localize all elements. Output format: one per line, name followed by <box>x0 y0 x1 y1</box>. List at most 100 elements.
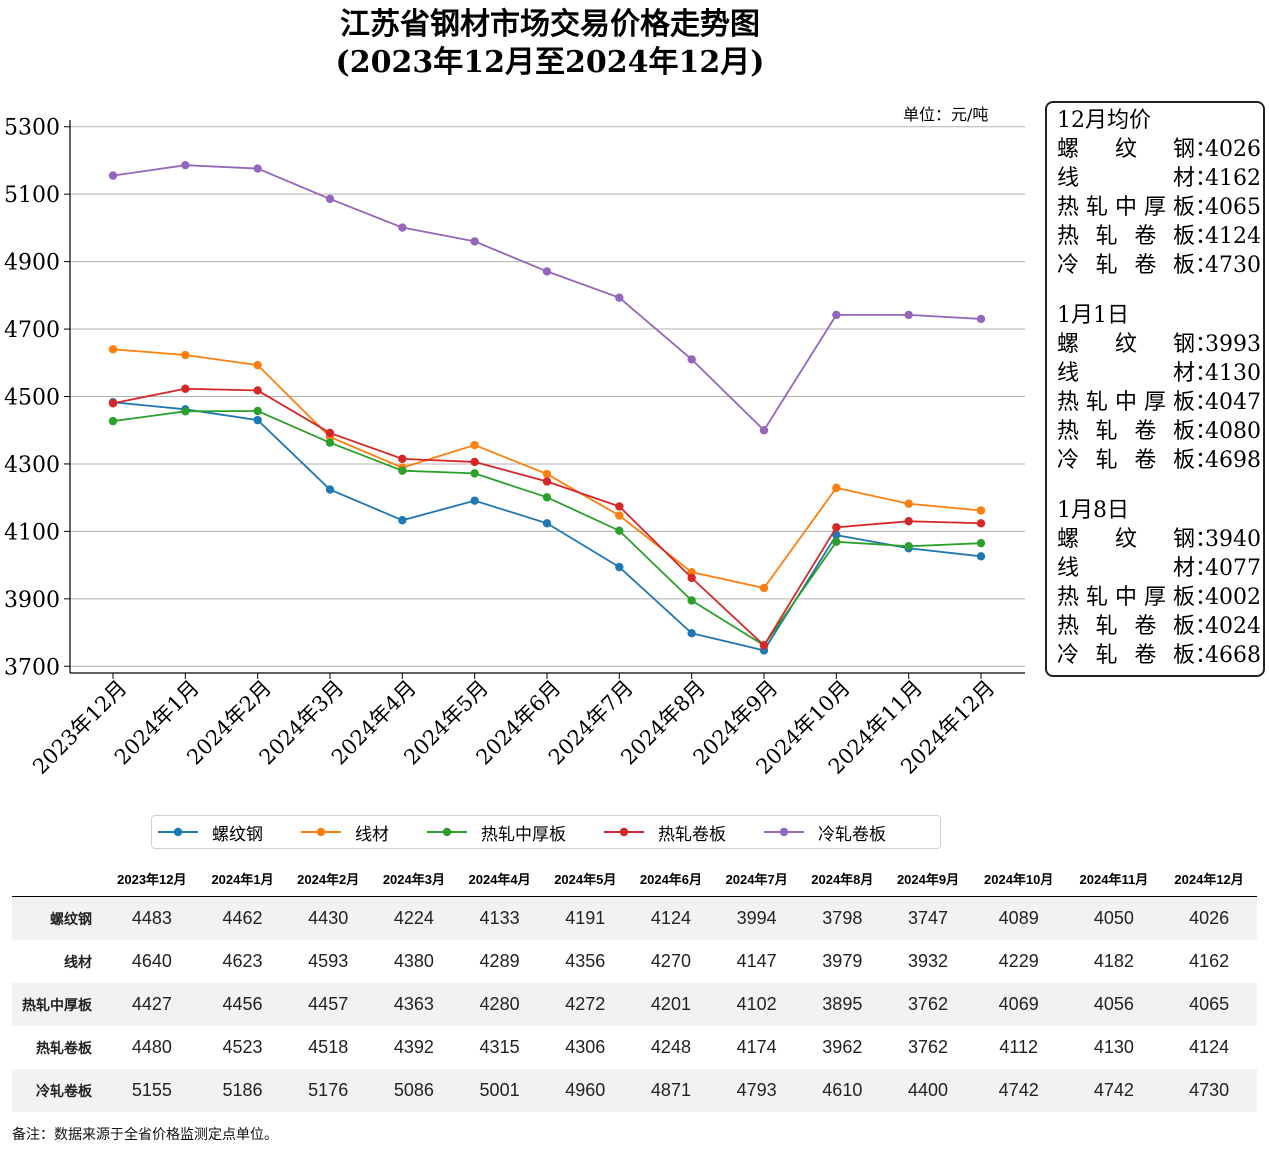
table-cell: 5176 <box>285 1069 372 1112</box>
data-point <box>832 530 841 540</box>
info-row-value: 4065 <box>1205 195 1261 220</box>
data-point <box>181 407 190 416</box>
table-corner-cell <box>12 860 104 897</box>
table-cell: 4089 <box>970 896 1067 940</box>
legend-label: 螺纹钢 <box>212 824 263 845</box>
table-cell: 4229 <box>998 951 1039 971</box>
table-cell: 3762 <box>885 983 971 1026</box>
table-cell: 4392 <box>393 1037 434 1057</box>
data-point <box>470 440 479 450</box>
table-column-header: 2024年1月 <box>199 860 286 897</box>
info-row-label: 热轧卷板 <box>1057 224 1195 249</box>
info-row-label: 螺纹钢 <box>1057 137 1195 162</box>
table-row: 冷轧卷板 5155 5186 5176 5086 5001 4960 4871 4793 4610… <box>12 1069 1257 1112</box>
table-cell: 5186 <box>199 1069 286 1112</box>
table-cell: 4065 <box>1161 983 1257 1026</box>
table-cell: 4112 <box>999 1037 1039 1057</box>
table-cell: 4162 <box>1189 951 1230 971</box>
table-column-header: 2024年3月 <box>371 860 457 897</box>
info-row-value: 4730 <box>1205 253 1261 278</box>
table-cell: 4056 <box>1066 983 1162 1026</box>
data-point <box>542 267 552 276</box>
data-point <box>470 496 479 505</box>
info-row-label: 热轧中厚板 <box>1057 390 1195 415</box>
data-point <box>470 469 479 478</box>
info-row: 螺纹钢： 3940 <box>1057 525 1263 554</box>
series-line <box>112 410 982 647</box>
data-point <box>976 519 986 528</box>
legend-swatch <box>427 827 467 837</box>
table-header-row: 2023年12月 2024年1月 2024年2月 2024年3月 2024年4月 2024… <box>12 860 1257 897</box>
table-cell: 4133 <box>456 896 543 940</box>
table-cell: 4248 <box>650 1037 691 1057</box>
info-group-heading: 1月1日 <box>1057 303 1129 328</box>
info-row-colon: ： <box>1195 643 1218 668</box>
table-cell: 4130 <box>1093 1037 1134 1057</box>
table-cell: 4640 <box>131 951 172 971</box>
series-line <box>112 387 982 647</box>
data-point <box>325 438 335 447</box>
info-row-colon: ： <box>1195 448 1218 473</box>
table-cell: 3979 <box>822 951 863 971</box>
info-row: 螺纹钢： 3993 <box>1057 330 1263 359</box>
table-column-header: 2024年10月 <box>970 860 1067 897</box>
data-point <box>253 164 262 173</box>
info-row-colon: ： <box>1195 332 1218 357</box>
data-point <box>687 355 696 364</box>
data-point <box>832 310 841 320</box>
legend-label: 冷轧卷板 <box>818 824 886 845</box>
footnote: 备注：数据来源于全省价格监测定点单位。 <box>12 1127 278 1143</box>
info-row-colon: ： <box>1195 556 1218 581</box>
table-cell: 3747 <box>885 896 971 940</box>
info-row-value: 4162 <box>1205 166 1261 191</box>
data-point <box>759 641 769 650</box>
data-point <box>832 523 841 532</box>
legend-swatch <box>158 827 198 837</box>
data-point <box>687 629 696 638</box>
table-row: 线材 4640 4623 4593 4380 4289 4356 4270 4147 3979 39… <box>12 940 1257 983</box>
info-row: 冷轧卷板： 4730 <box>1057 251 1263 280</box>
data-point <box>687 573 696 583</box>
table-cell: 4427 <box>104 983 200 1026</box>
x-tick-label: 2023年12月 <box>28 676 131 779</box>
table-cell: 4050 <box>1066 896 1162 940</box>
table-column-header: 2024年12月 <box>1161 860 1257 897</box>
info-row-label: 冷轧卷板 <box>1057 253 1195 278</box>
info-row-label: 热轧中厚板 <box>1057 585 1195 610</box>
table-row-label: 线材 <box>64 953 92 970</box>
info-row: 热轧中厚板： 4047 <box>1057 388 1263 417</box>
info-row-colon: ： <box>1195 195 1218 220</box>
info-row: 线材： 4077 <box>1057 554 1263 583</box>
data-point <box>398 516 407 525</box>
table-cell: 4270 <box>650 951 691 971</box>
data-point <box>398 223 407 232</box>
info-row-label: 螺纹钢 <box>1057 527 1195 552</box>
data-point <box>542 469 552 479</box>
table-column-header: 2024年6月 <box>628 860 714 897</box>
data-point <box>832 537 841 547</box>
data-point <box>904 517 913 526</box>
data-point <box>470 457 479 467</box>
table-cell: 4523 <box>222 1037 263 1057</box>
legend-item: 线材 <box>301 820 389 845</box>
info-row-colon: ： <box>1195 419 1218 444</box>
info-row: 热轧卷板： 4024 <box>1057 612 1263 641</box>
legend-swatch <box>301 827 341 837</box>
y-tick-label: 5300 <box>4 116 60 141</box>
data-point <box>181 350 190 360</box>
data-point <box>759 426 769 435</box>
info-row: 冷轧卷板： 4698 <box>1057 446 1263 475</box>
table-cell: 4289 <box>479 951 520 971</box>
title-line-1: 江苏省钢材市场交易价格走势图 <box>340 7 760 42</box>
y-tick-label: 4700 <box>4 318 60 343</box>
table-cell: 4147 <box>736 951 777 971</box>
data-point <box>253 386 262 395</box>
table-cell: 4462 <box>199 896 286 940</box>
info-row-colon: ： <box>1195 614 1218 639</box>
info-row-value: 4047 <box>1205 390 1261 415</box>
y-tick-label: 5100 <box>4 183 60 208</box>
table-cell: 4191 <box>542 896 629 940</box>
table-cell: 5155 <box>104 1069 200 1112</box>
table-cell: 3798 <box>799 896 886 940</box>
table-cell: 4182 <box>1093 951 1134 971</box>
